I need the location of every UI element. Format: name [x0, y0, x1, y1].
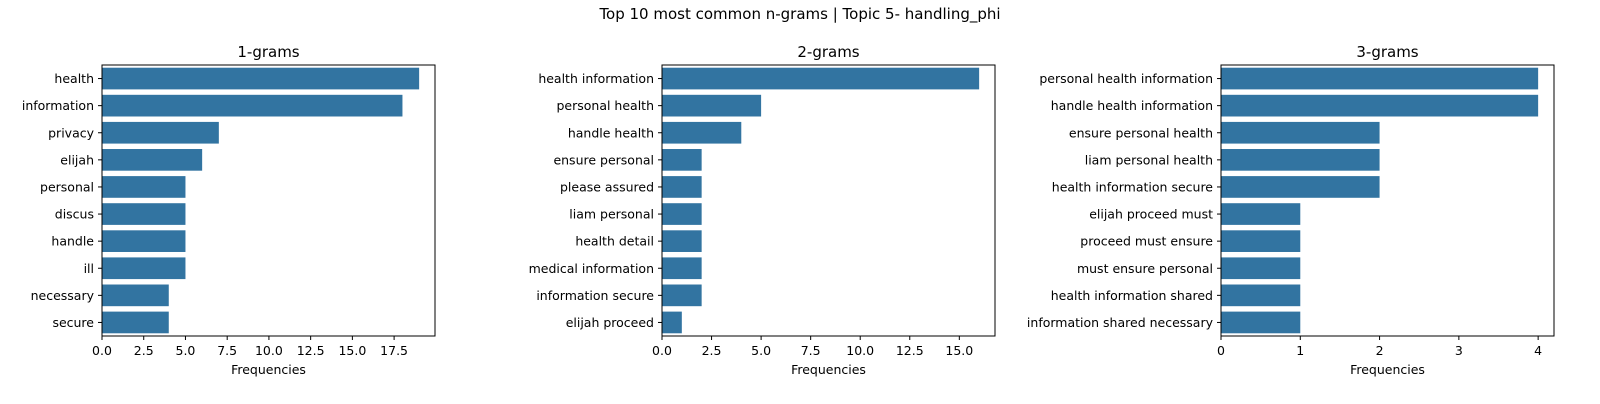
x-axis-label: Frequencies [791, 362, 866, 377]
category-label: information [22, 98, 94, 113]
category-label: ill [84, 261, 94, 276]
category-label: health information shared [1051, 288, 1213, 303]
category-label: handle health [568, 125, 654, 140]
bar [662, 67, 980, 90]
x-tick-label: 0 [1217, 343, 1225, 358]
bar [662, 311, 682, 334]
bar [1221, 284, 1301, 307]
bar [1221, 94, 1539, 117]
x-tick-label: 2.5 [702, 343, 722, 358]
category-label: elijah proceed must [1089, 207, 1213, 222]
category-label: ensure personal health [1069, 125, 1213, 140]
bar [1221, 67, 1539, 90]
x-axis-label: Frequencies [231, 362, 306, 377]
x-tick-label: 7.5 [801, 343, 821, 358]
bar [102, 121, 219, 144]
category-label: secure [52, 315, 94, 330]
bar [662, 149, 702, 171]
category-label: privacy [48, 125, 94, 140]
chart-1: 1-grams health information privacy elijah per… [22, 43, 436, 377]
bar [102, 176, 186, 198]
x-tick-label: 10.0 [255, 343, 283, 358]
bar [102, 311, 169, 334]
bar [662, 121, 742, 144]
category-label: elijah [60, 152, 94, 167]
category-label: proceed must ensure [1080, 234, 1213, 249]
x-tick-label: 0.0 [92, 343, 112, 358]
bar [1221, 149, 1380, 171]
category-label: personal health [556, 98, 654, 113]
bar [102, 149, 203, 171]
x-tick-label: 15.0 [338, 343, 366, 358]
x-tick-label: 12.5 [896, 343, 924, 358]
x-tick-label: 3 [1455, 343, 1463, 358]
bar [1221, 257, 1301, 280]
bar [102, 257, 186, 280]
bar [1221, 311, 1301, 334]
chart-2: 2-grams health information personal health… [529, 43, 996, 377]
chart-title: 3-grams [1356, 43, 1418, 61]
x-tick-label: 2 [1376, 343, 1384, 358]
category-label: please assured [560, 179, 654, 194]
category-label: health detail [575, 234, 654, 249]
bar [1221, 203, 1301, 225]
plot-frame [1220, 64, 1555, 337]
category-label: elijah proceed [566, 315, 654, 330]
bar [1221, 176, 1380, 198]
x-tick-label: 15.0 [945, 343, 973, 358]
plot-frame [661, 64, 996, 337]
category-label: handle health information [1051, 98, 1213, 113]
bar [662, 284, 702, 307]
category-label: health [54, 71, 94, 86]
category-label: handle [51, 234, 94, 249]
category-label: must ensure personal [1077, 261, 1213, 276]
x-tick-label: 12.5 [297, 343, 325, 358]
category-label: medical information [529, 261, 654, 276]
bar [102, 94, 403, 117]
x-tick-label: 0.0 [652, 343, 672, 358]
category-label: information secure [536, 288, 654, 303]
category-label: ensure personal [553, 152, 654, 167]
chart-title: 1-grams [237, 43, 299, 61]
category-label: health information [538, 71, 654, 86]
x-tick-label: 10.0 [846, 343, 874, 358]
category-label: personal [40, 179, 94, 194]
x-axis-label: Frequencies [1350, 362, 1425, 377]
figure-title: Top 10 most common n-grams | Topic 5- ha… [599, 5, 1001, 23]
category-label: health information secure [1052, 179, 1214, 194]
bar [102, 67, 420, 90]
category-label: liam personal health [1085, 152, 1213, 167]
category-label: liam personal [569, 207, 654, 222]
bar [102, 284, 169, 307]
x-tick-label: 1 [1296, 343, 1304, 358]
x-tick-label: 2.5 [134, 343, 154, 358]
bar [102, 230, 186, 252]
bar [662, 257, 702, 280]
category-label: personal health information [1039, 71, 1213, 86]
x-tick-label: 17.5 [380, 343, 408, 358]
bar [662, 230, 702, 252]
category-label: discus [55, 207, 94, 222]
x-tick-label: 5.0 [176, 343, 196, 358]
x-tick-label: 5.0 [751, 343, 771, 358]
category-label: information shared necessary [1027, 315, 1214, 330]
bar [1221, 230, 1301, 252]
bar [102, 203, 186, 225]
bar [662, 203, 702, 225]
x-tick-label: 7.5 [217, 343, 237, 358]
bar [1221, 121, 1380, 144]
bar [662, 176, 702, 198]
category-label: necessary [31, 288, 95, 303]
chart-3: 3-grams personal health information handle… [1027, 43, 1555, 377]
bar [662, 94, 762, 117]
x-tick-label: 4 [1534, 343, 1542, 358]
chart-title: 2-grams [797, 43, 859, 61]
